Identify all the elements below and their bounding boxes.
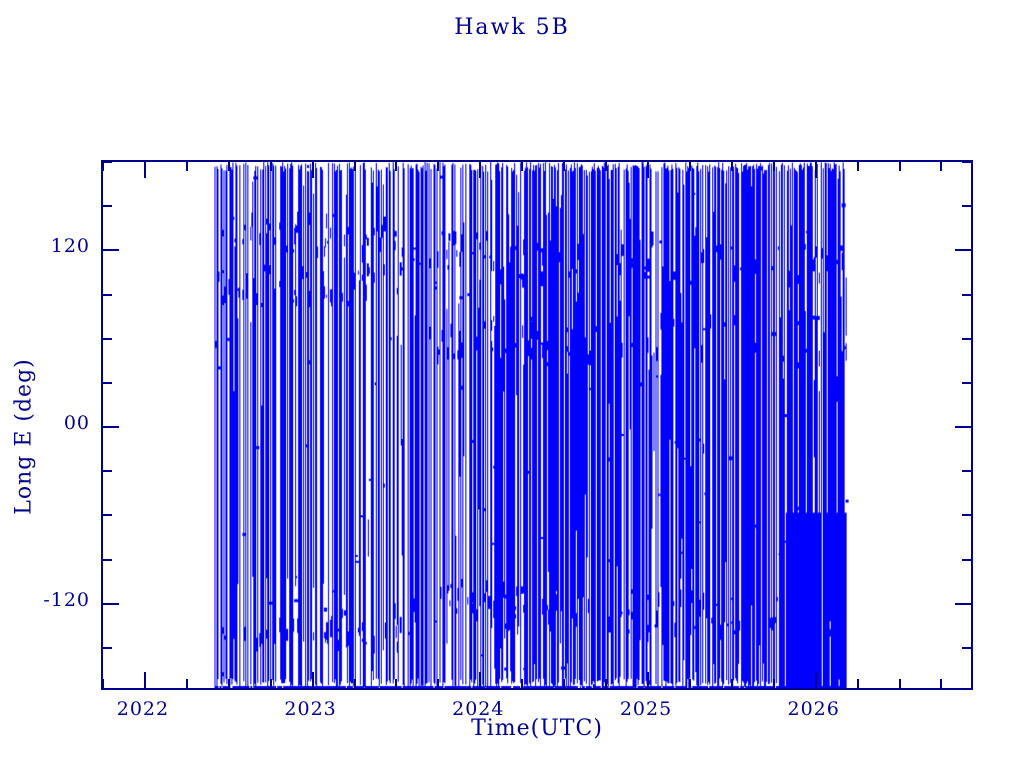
plot-area: [101, 160, 973, 690]
x-tick: [647, 672, 649, 688]
x-tick-top: [563, 162, 565, 171]
y-tick: [103, 514, 112, 516]
x-tick-top: [395, 162, 397, 171]
x-tick-top: [689, 162, 691, 171]
x-tick-top: [186, 162, 188, 171]
y-tick: [103, 162, 112, 163]
y-tick-right: [962, 470, 971, 472]
x-tick-label: 2025: [619, 698, 673, 720]
x-tick-top: [437, 162, 439, 171]
x-tick-top: [731, 162, 733, 171]
y-tick: [103, 603, 119, 605]
y-tick: [103, 559, 112, 561]
x-tick-top: [479, 162, 481, 178]
x-tick: [103, 679, 104, 688]
x-tick: [270, 679, 272, 688]
y-tick-right: [962, 382, 971, 384]
x-tick: [186, 679, 188, 688]
x-tick-top: [773, 162, 775, 171]
x-tick-top: [521, 162, 523, 171]
y-tick: [103, 338, 112, 340]
y-tick-right: [962, 205, 971, 207]
y-tick-right: [962, 338, 971, 340]
y-tick: [103, 426, 119, 428]
x-tick: [940, 679, 942, 688]
x-tick: [815, 672, 817, 688]
x-tick: [731, 679, 733, 688]
x-tick-top: [857, 162, 859, 171]
y-tick-label: 00: [63, 412, 90, 434]
y-tick: [103, 470, 112, 472]
x-tick: [312, 672, 314, 688]
x-tick-label: 2023: [284, 698, 337, 720]
y-tick-right: [962, 514, 971, 516]
y-tick-label: 120: [50, 235, 90, 258]
x-tick-label: 2022: [116, 698, 170, 720]
y-tick-right: [962, 294, 971, 296]
x-tick: [899, 679, 901, 688]
x-tick: [395, 679, 397, 688]
x-tick-top: [605, 162, 607, 171]
x-tick: [605, 679, 607, 688]
x-tick-top: [815, 162, 817, 178]
y-tick-right: [955, 249, 971, 251]
x-tick-top: [940, 162, 942, 171]
x-tick-top: [899, 162, 901, 171]
x-tick: [479, 672, 481, 688]
y-tick: [103, 647, 112, 649]
y-tick-label: -120: [43, 588, 90, 611]
x-tick: [857, 679, 859, 688]
y-tick-right: [962, 162, 971, 163]
y-tick: [103, 382, 112, 384]
x-tick-top: [103, 162, 104, 171]
x-tick: [437, 679, 439, 688]
x-tick: [228, 679, 230, 688]
x-tick: [689, 679, 691, 688]
x-tick-top: [312, 162, 314, 178]
y-tick-right: [962, 647, 971, 649]
x-tick-top: [270, 162, 272, 171]
y-tick-right: [962, 559, 971, 561]
y-axis-title: Long E (deg): [11, 358, 37, 515]
x-tick: [521, 679, 523, 688]
x-tick-top: [647, 162, 649, 178]
y-tick: [103, 294, 112, 296]
y-tick-right: [955, 426, 971, 428]
x-tick: [354, 679, 356, 688]
x-tick-label: 2026: [787, 698, 840, 720]
data-plot-canvas: [103, 162, 971, 688]
chart-title: Hawk 5B: [454, 15, 570, 40]
y-tick-right: [955, 603, 971, 605]
x-tick-label: 2024: [452, 698, 505, 720]
y-tick: [103, 205, 112, 207]
x-axis-title: Time(UTC): [471, 716, 603, 741]
x-tick-top: [228, 162, 230, 171]
y-tick: [103, 249, 119, 251]
x-tick-top: [144, 162, 146, 178]
x-tick-top: [354, 162, 356, 171]
x-tick: [773, 679, 775, 688]
x-tick: [563, 679, 565, 688]
x-tick: [144, 672, 146, 688]
